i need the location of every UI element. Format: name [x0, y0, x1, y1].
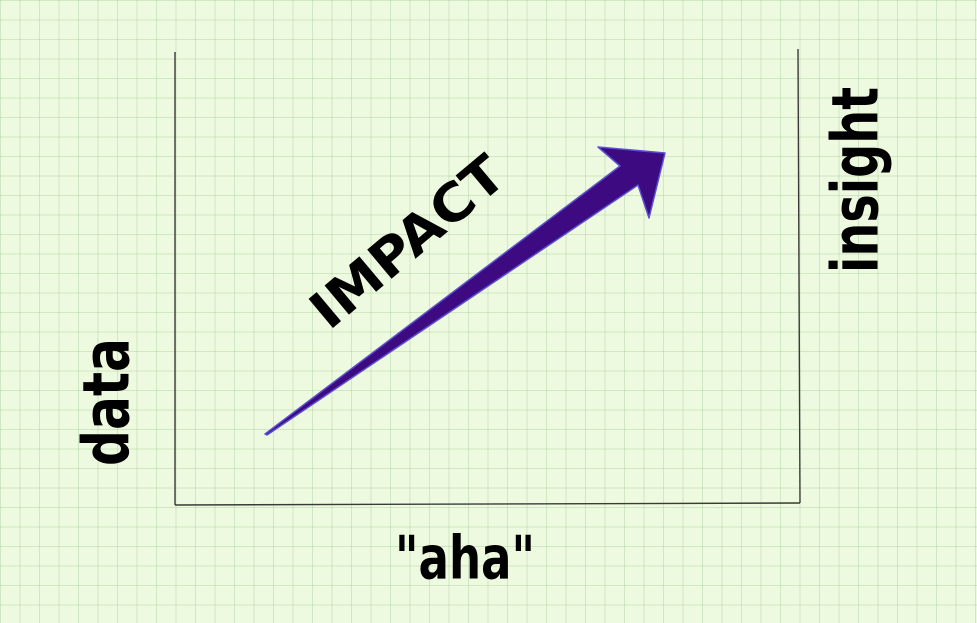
right-axis-label: insight [820, 87, 894, 273]
left-axis-label: data [71, 338, 145, 466]
bottom-axis-line [174, 502, 801, 506]
arrow-label: IMPACT [299, 144, 518, 341]
right-axis-line [797, 48, 801, 504]
impact-arrow [264, 146, 666, 436]
bottom-axis-label: "aha" [395, 524, 535, 594]
